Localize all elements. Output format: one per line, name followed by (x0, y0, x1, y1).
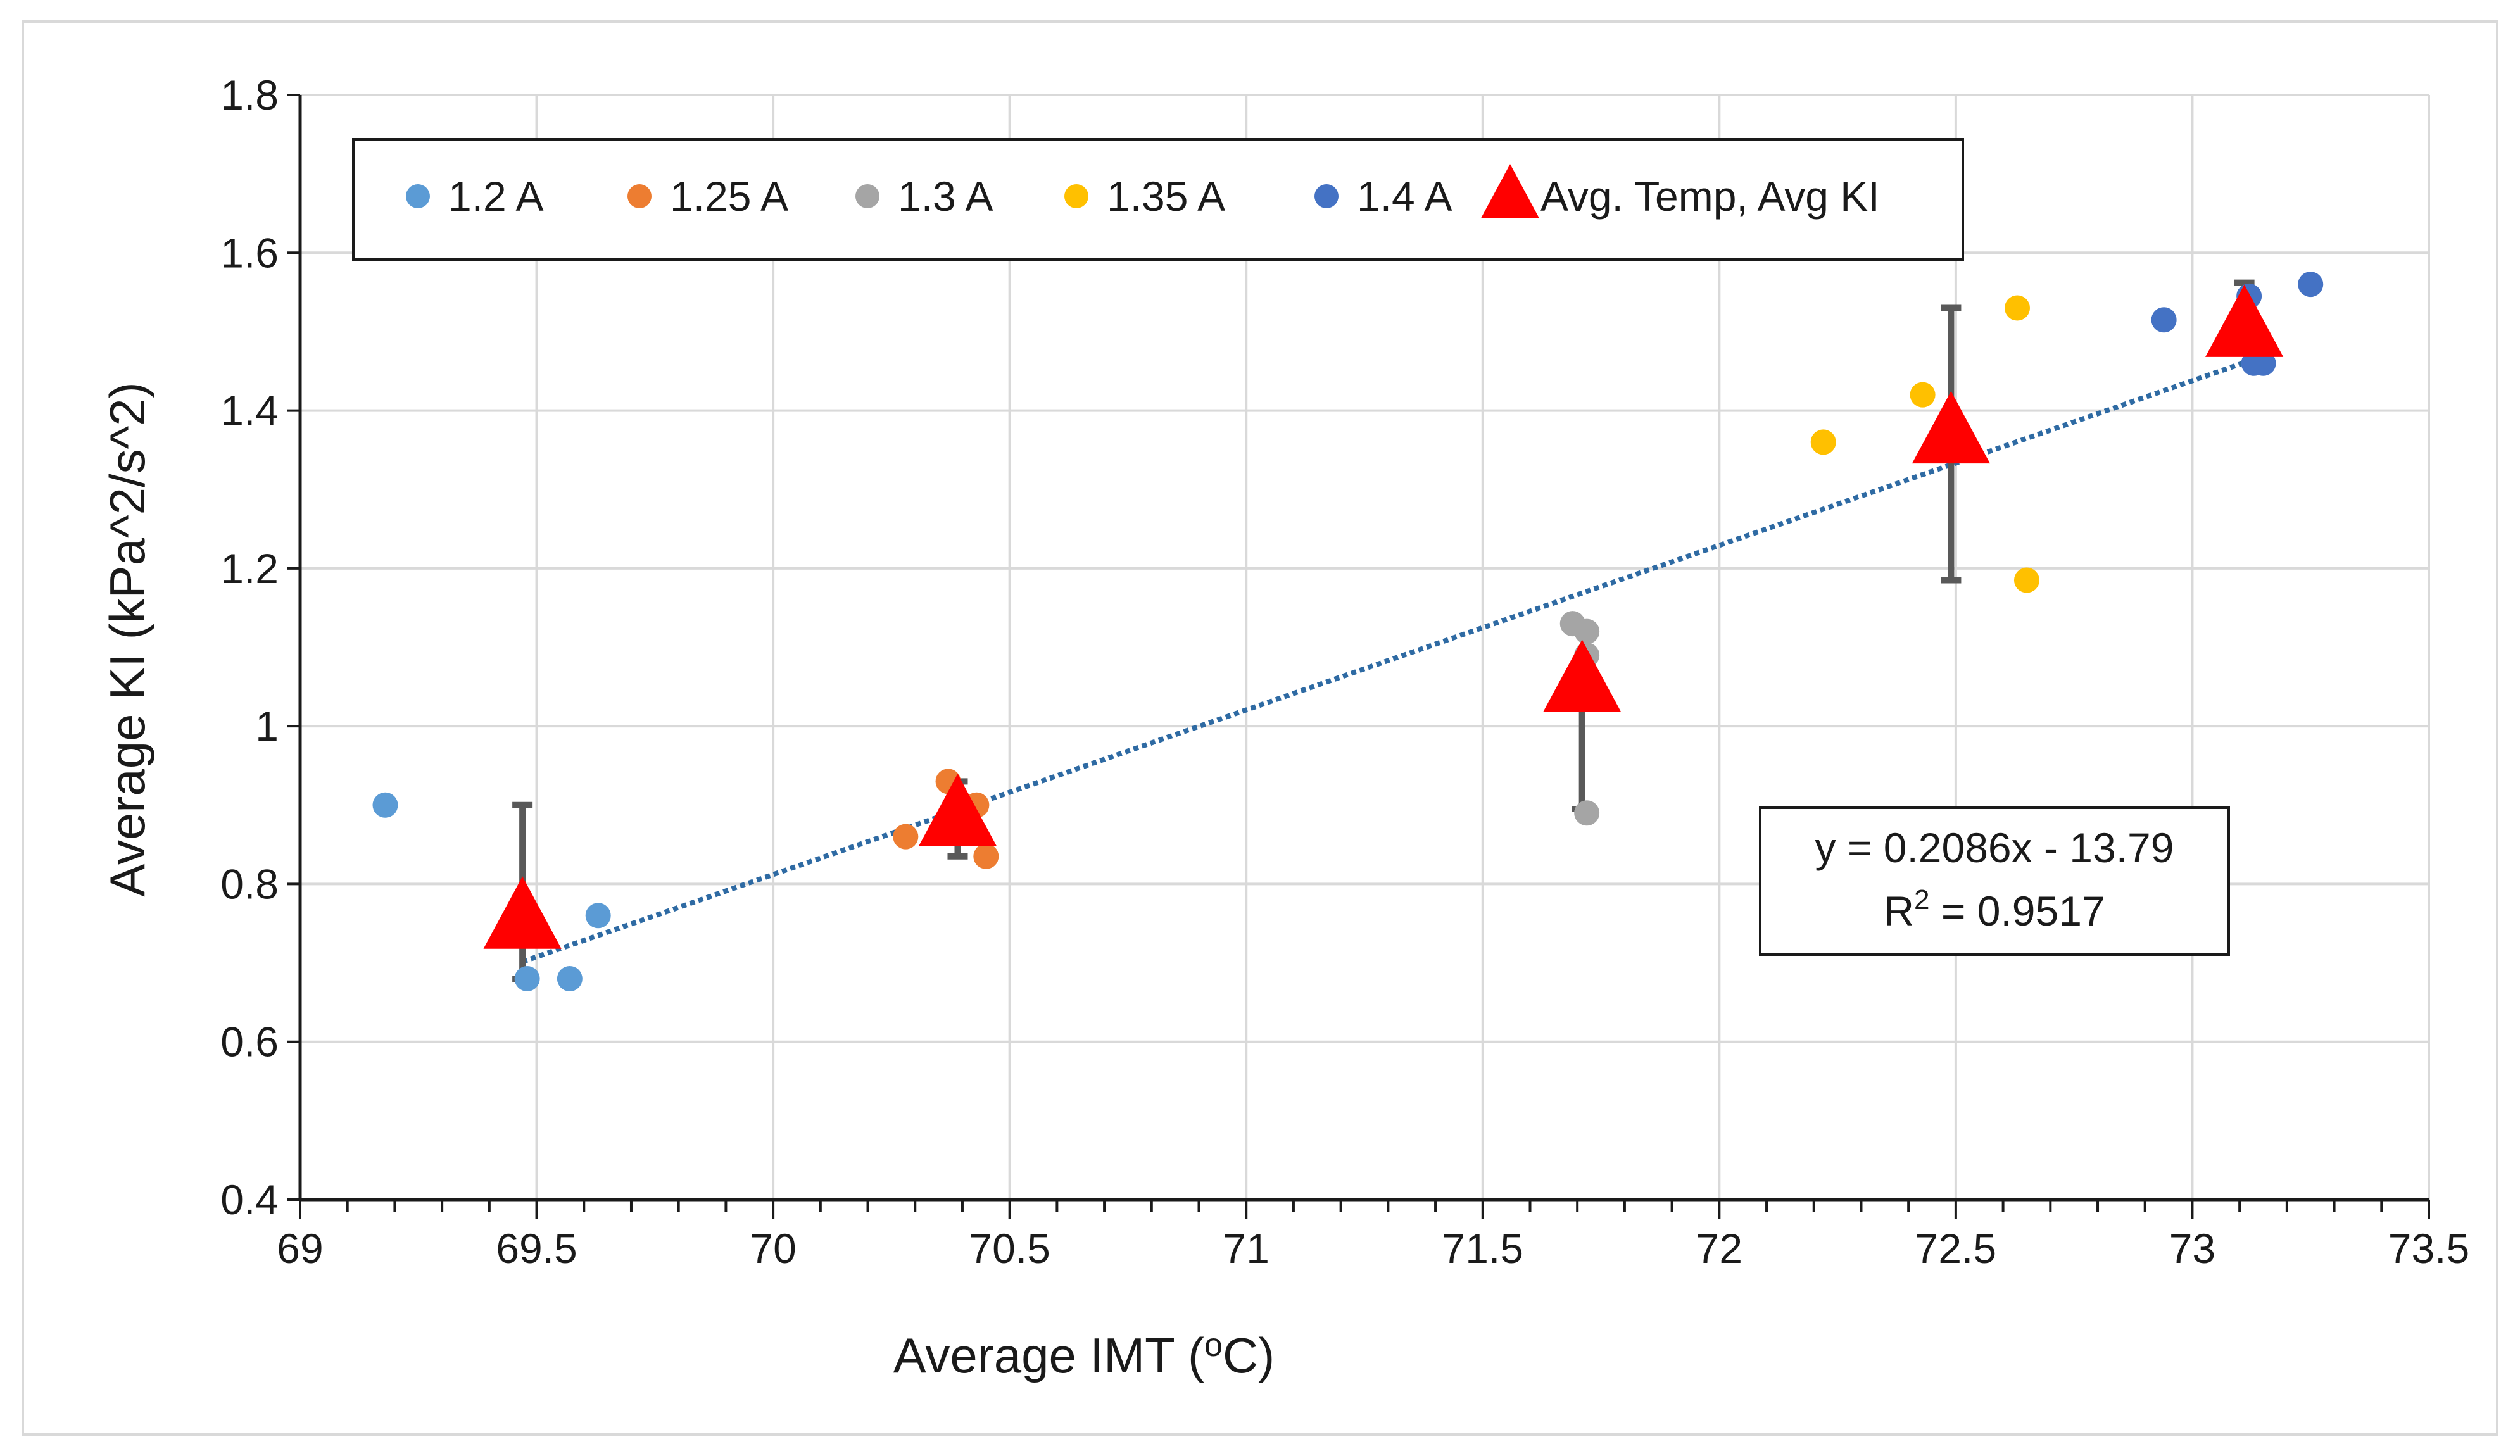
avg-triangle-point (1912, 391, 1991, 464)
y-tick-label: 0.8 (220, 860, 279, 907)
equation-box-frame (1759, 806, 2230, 956)
avg-triangle-point (483, 876, 562, 949)
legend-marker (627, 184, 652, 208)
legend-marker (855, 184, 879, 208)
scatter-point (973, 843, 999, 869)
r-squared-label: R2 = 0.9517 (1884, 884, 2105, 934)
x-axis-title-superscript: o (1204, 1327, 1223, 1364)
legend-label: 1.2 A (448, 173, 543, 220)
legend-label: 1.3 A (898, 173, 993, 220)
y-tick-label: 1.4 (220, 387, 279, 434)
x-axis-title: Average IMT (oC) (893, 1327, 1275, 1383)
r-squared-superscript: 2 (1914, 884, 1929, 915)
legend-label: 1.25 A (670, 173, 788, 220)
scatter-point (372, 792, 398, 818)
scatter-point (2298, 272, 2324, 298)
trendline-equation: y = 0.2086x - 13.79 (1815, 824, 2174, 871)
x-tick-label: 72 (1696, 1225, 1742, 1272)
x-tick-label: 70.5 (969, 1225, 1050, 1272)
legend-marker (406, 184, 430, 208)
scatter-point (2005, 295, 2031, 321)
scatter-point (1574, 800, 1600, 826)
tick-labels: 69 69.5 70 70.5 71 71.5 72 72.5 73 73.5 0.4 0.6 0.8 1… (220, 72, 2469, 1272)
scatter-point (893, 824, 919, 850)
y-axis-title: Average KI (kPa^2/s^2) (99, 382, 155, 896)
legend-marker (1314, 184, 1339, 208)
y-tick-label: 0.4 (220, 1176, 279, 1223)
equation-box: y = 0.2086x - 13.79 R2 = 0.9517 (1759, 806, 2230, 956)
x-tick-label: 71 (1223, 1225, 1269, 1272)
x-tick-label: 69 (277, 1225, 323, 1272)
avg-triangle-point (1543, 639, 1622, 712)
scatter-point (557, 966, 583, 991)
legend-label: Avg. Temp, Avg KI (1540, 173, 1880, 220)
scatter-point (585, 903, 611, 929)
y-tick-label: 1.8 (220, 72, 279, 118)
scatter-point (2151, 307, 2177, 333)
x-tick-label: 72.5 (1915, 1225, 1996, 1272)
x-tick-label: 70 (750, 1225, 796, 1272)
legend-box (352, 138, 1964, 261)
x-tick-label: 69.5 (496, 1225, 577, 1272)
legend-label: 1.4 A (1357, 173, 1452, 220)
x-tick-label: 71.5 (1442, 1225, 1523, 1272)
x-tick-label: 73.5 (2388, 1225, 2469, 1272)
legend: 1.2 A 1.25 A 1.3 A 1.35 A 1.4 A Avg. Temp, Av… (352, 138, 1964, 261)
legend-marker (1064, 184, 1088, 208)
y-tick-label: 1 (255, 703, 279, 750)
y-tick-label: 1.6 (220, 229, 279, 276)
scatter-point (1574, 618, 1600, 644)
avg-triangle-point (918, 774, 997, 846)
legend-marker-triangle (1481, 164, 1539, 218)
data-points (372, 272, 2324, 991)
gridlines (300, 94, 2430, 1200)
legend-label: 1.35 A (1107, 173, 1225, 220)
x-tick-label: 73 (2169, 1225, 2215, 1272)
scatter-point (2013, 567, 2039, 593)
axes (287, 94, 2430, 1219)
avg-triangle-point (2205, 284, 2284, 357)
y-tick-label: 1.2 (220, 545, 279, 592)
y-tick-label: 0.6 (220, 1019, 279, 1065)
scatter-point (514, 966, 540, 991)
scatter-point (1910, 382, 1936, 408)
scatter-point (1810, 429, 1836, 455)
